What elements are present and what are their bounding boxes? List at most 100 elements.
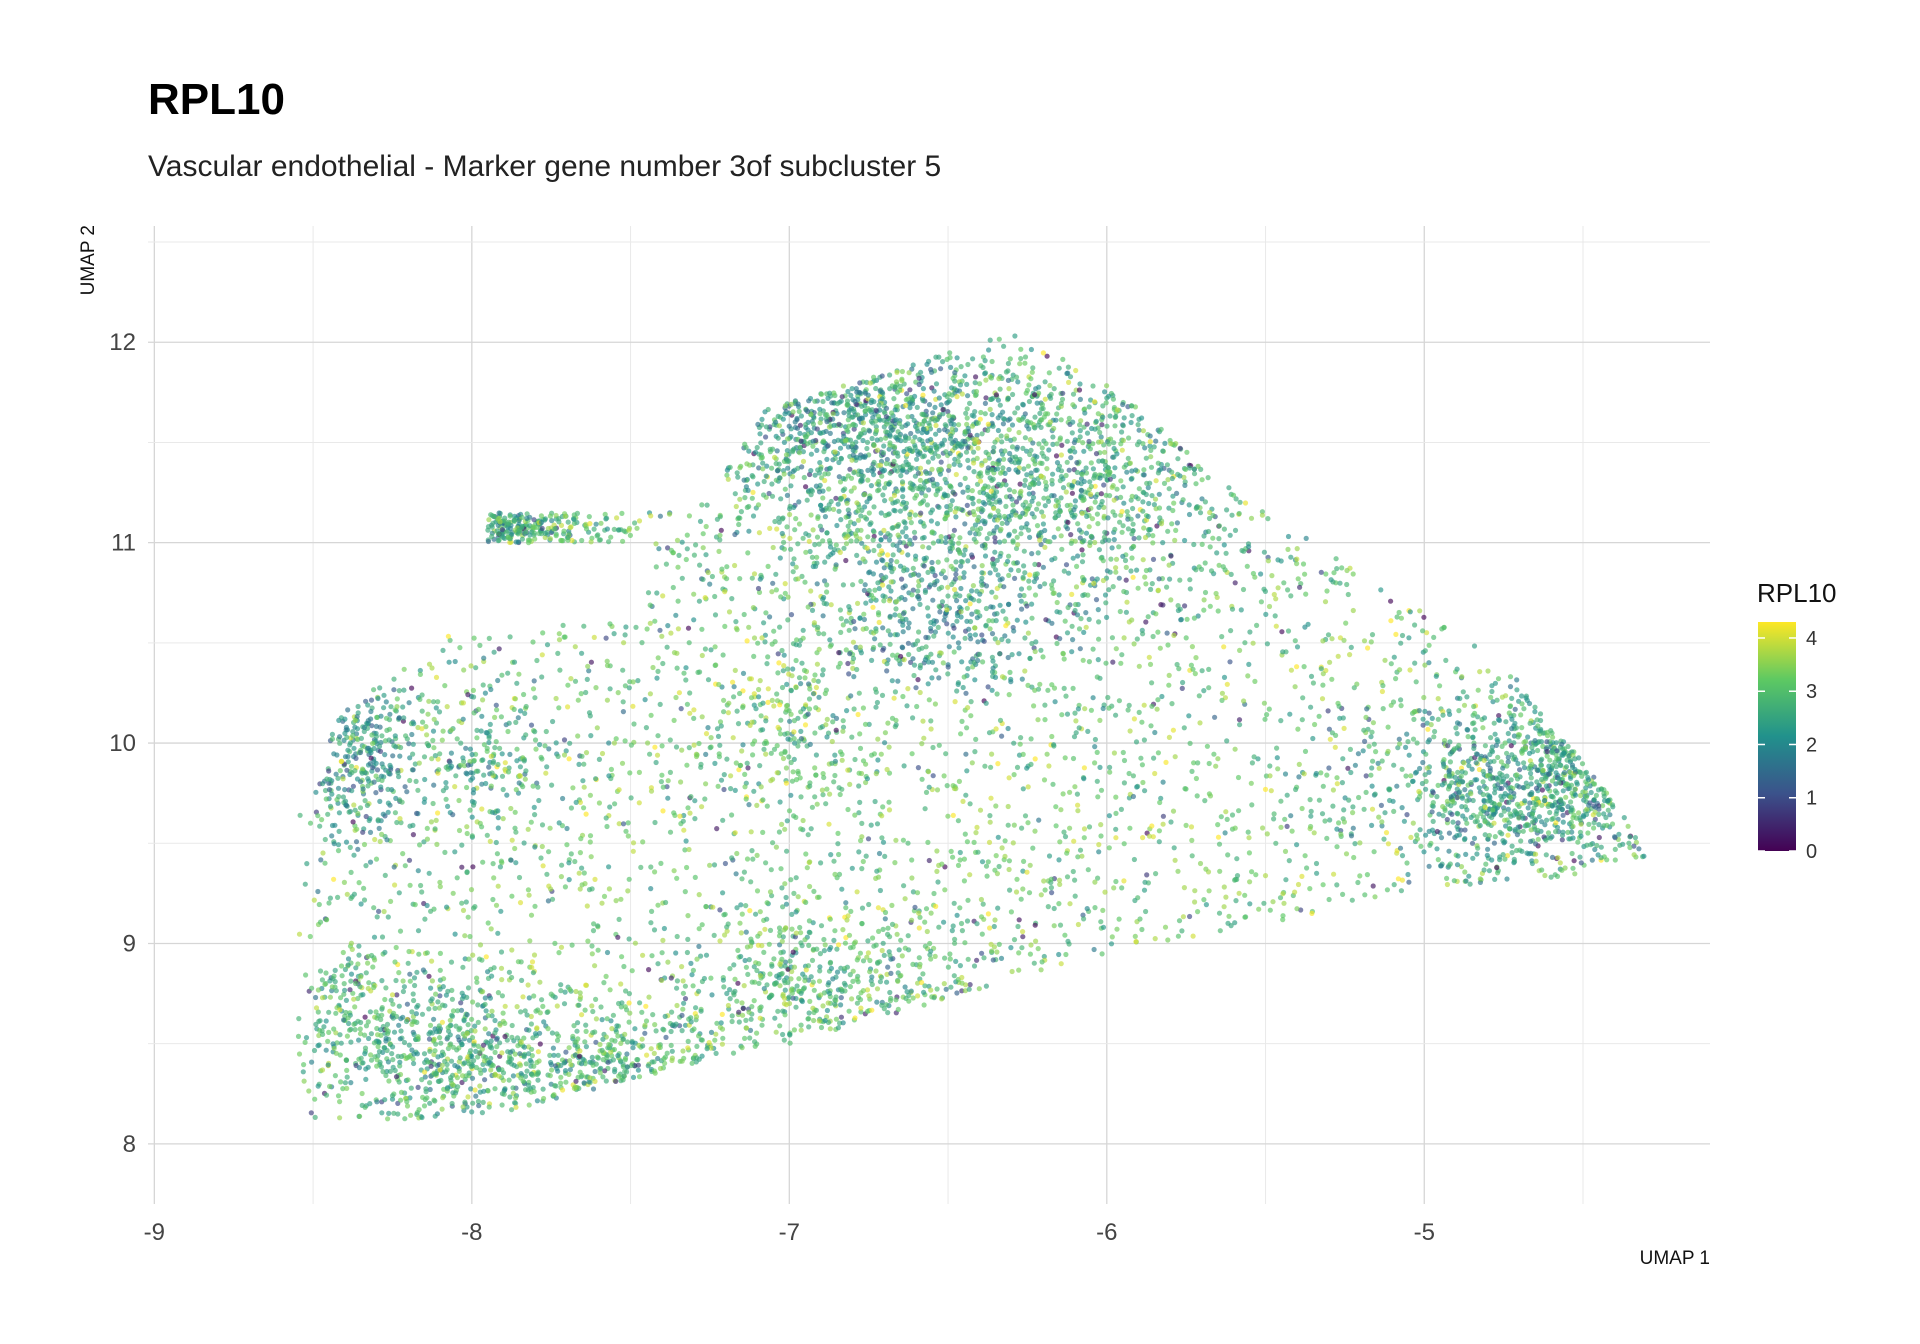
scatter-point <box>1175 933 1181 939</box>
scatter-point <box>920 398 926 404</box>
scatter-point <box>956 645 962 651</box>
scatter-point <box>593 996 599 1003</box>
scatter-point <box>1376 765 1382 771</box>
scatter-point <box>685 625 692 631</box>
scatter-point <box>960 489 966 495</box>
scatter-point <box>1324 772 1330 778</box>
scatter-point <box>837 445 844 451</box>
scatter-point <box>727 966 733 972</box>
scatter-point <box>969 611 975 617</box>
scatter-point <box>1382 657 1388 663</box>
scatter-point <box>1018 525 1025 531</box>
scatter-point <box>475 706 482 713</box>
scatter-point <box>772 639 778 645</box>
scatter-point <box>926 402 933 408</box>
scatter-point <box>340 776 346 782</box>
scatter-point <box>857 799 863 806</box>
scatter-point <box>457 1055 463 1061</box>
scatter-point <box>1485 668 1491 674</box>
scatter-point <box>467 746 473 752</box>
scatter-point <box>840 927 846 933</box>
scatter-point <box>987 925 993 931</box>
scatter-point <box>368 1031 374 1037</box>
scatter-point <box>802 579 808 585</box>
scatter-point <box>1308 704 1314 710</box>
scatter-point <box>553 533 559 539</box>
scatter-point <box>431 1016 437 1022</box>
scatter-point <box>782 826 788 832</box>
scatter-point <box>660 937 666 944</box>
scatter-point <box>1129 468 1135 474</box>
scatter-point <box>1096 636 1102 642</box>
scatter-point <box>1345 765 1351 771</box>
scatter-point <box>846 409 852 415</box>
scatter-point <box>668 1028 674 1035</box>
scatter-point <box>1310 680 1316 686</box>
scatter-point <box>1136 427 1142 433</box>
scatter-point <box>344 1074 350 1080</box>
scatter-point <box>622 1055 629 1061</box>
scatter-point <box>964 839 971 845</box>
scatter-point <box>562 634 568 640</box>
scatter-point <box>782 590 788 596</box>
scatter-point <box>426 870 432 876</box>
scatter-point <box>1061 685 1067 692</box>
scatter-point <box>1481 715 1488 721</box>
scatter-point <box>829 738 835 745</box>
scatter-point <box>495 825 501 831</box>
scatter-point <box>404 736 410 742</box>
scatter-point <box>734 708 740 714</box>
scatter-point <box>1528 770 1534 777</box>
scatter-point <box>975 639 981 645</box>
scatter-point <box>798 794 804 800</box>
scatter-point <box>563 748 569 754</box>
scatter-point <box>559 862 565 868</box>
scatter-point <box>717 742 723 748</box>
scatter-point <box>442 683 448 689</box>
scatter-point <box>1347 652 1353 658</box>
scatter-point <box>1140 499 1146 505</box>
scatter-point <box>905 933 911 939</box>
scatter-point <box>1082 406 1088 412</box>
scatter-point <box>741 869 748 875</box>
scatter-point <box>1455 820 1461 826</box>
scatter-point <box>1012 333 1018 339</box>
scatter-point <box>557 667 563 673</box>
scatter-point <box>858 1009 864 1015</box>
scatter-point <box>747 722 753 729</box>
scatter-point <box>1221 904 1227 910</box>
scatter-point <box>923 493 929 499</box>
scatter-point <box>999 520 1005 527</box>
scatter-point <box>963 690 969 696</box>
scatter-point <box>1092 539 1098 546</box>
scatter-point <box>495 815 501 821</box>
scatter-point <box>1407 667 1413 673</box>
scatter-point <box>905 552 911 558</box>
scatter-point <box>576 1002 582 1008</box>
scatter-point <box>586 710 593 716</box>
scatter-point <box>956 422 962 428</box>
scatter-point <box>470 687 476 694</box>
scatter-point <box>1365 645 1371 651</box>
scatter-point <box>866 587 872 594</box>
scatter-point <box>1121 500 1127 506</box>
scatter-point <box>1036 480 1042 486</box>
scatter-point <box>888 579 894 585</box>
scatter-point <box>991 444 997 451</box>
scatter-point <box>875 874 882 880</box>
scatter-point <box>774 526 780 532</box>
scatter-point <box>1199 477 1205 483</box>
scatter-point <box>603 635 609 641</box>
scatter-point <box>428 819 434 825</box>
scatter-point <box>758 440 764 446</box>
scatter-point <box>527 938 533 944</box>
scatter-point <box>363 1076 369 1082</box>
scatter-point <box>795 541 801 547</box>
scatter-point <box>957 535 963 541</box>
scatter-point <box>1034 506 1040 512</box>
scatter-point <box>494 851 500 857</box>
scatter-point <box>999 733 1005 739</box>
scatter-point <box>787 958 793 964</box>
scatter-point <box>625 888 631 894</box>
